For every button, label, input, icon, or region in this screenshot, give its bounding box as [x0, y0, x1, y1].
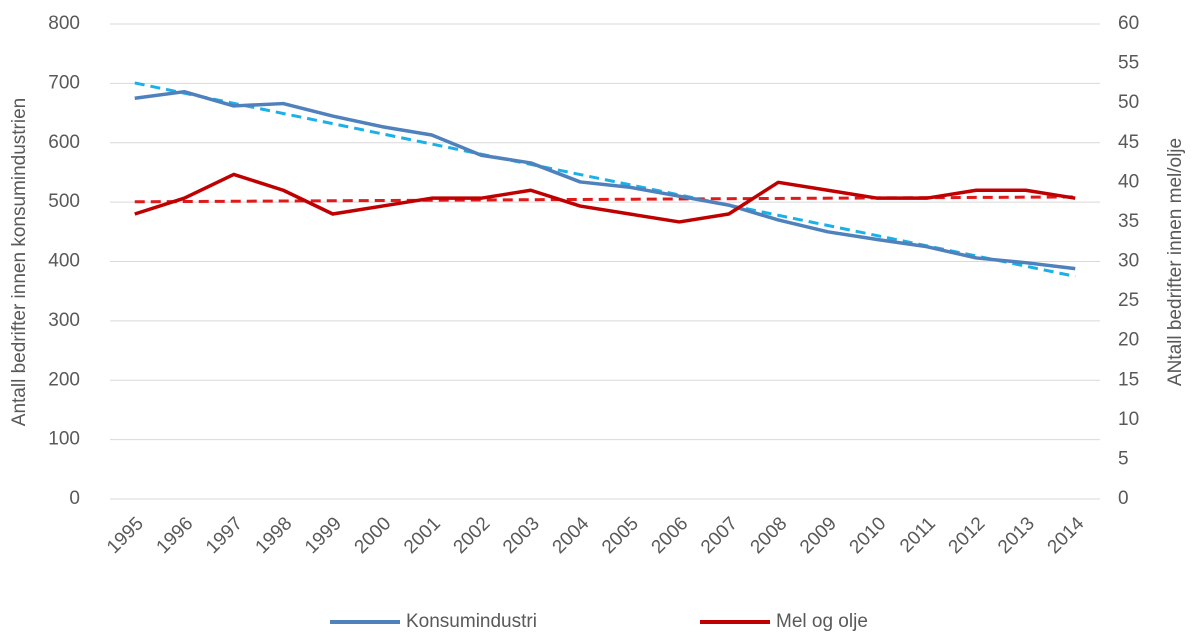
- x-tick-label: 2013: [994, 513, 1039, 558]
- y-tick-label: 100: [48, 429, 80, 450]
- y2-tick-label: 50: [1118, 92, 1139, 113]
- x-tick-label: 2001: [400, 513, 445, 558]
- x-tick-label: 1996: [153, 513, 198, 558]
- y2-tick-label: 5: [1118, 448, 1129, 469]
- y-tick-label: 0: [69, 488, 80, 509]
- y-tick-label: 400: [48, 251, 80, 272]
- y2-tick-label: 0: [1118, 488, 1129, 509]
- y2-tick-label: 30: [1118, 251, 1139, 272]
- y2-axis-title: ANtall bedrifter innen mel/olje: [1165, 138, 1186, 386]
- x-tick-label: 2003: [499, 513, 544, 558]
- series-line: [134, 89, 1076, 271]
- x-tick-label: 2009: [796, 513, 841, 558]
- x-tick-label: 2004: [549, 513, 594, 558]
- trendline: [134, 195, 1076, 204]
- legend-label: Konsumindustri: [406, 611, 537, 632]
- y-tick-label: 800: [48, 13, 80, 34]
- y-tick-label: 500: [48, 191, 80, 212]
- x-tick-label: 2014: [1044, 513, 1089, 558]
- x-tick-label: 2008: [747, 513, 792, 558]
- x-tick-label: 2012: [945, 513, 990, 558]
- y2-tick-label: 55: [1118, 53, 1139, 74]
- y-tick-label: 200: [48, 369, 80, 390]
- x-tick-label: 2010: [846, 513, 891, 558]
- x-tick-label: 2000: [351, 513, 396, 558]
- x-tick-label: 2007: [697, 513, 742, 558]
- y2-tick-label: 25: [1118, 290, 1139, 311]
- x-tick-label: 2006: [648, 513, 693, 558]
- y-axis-title: Antall bedrifter innen konsumindustrien: [9, 98, 30, 426]
- series-line: [134, 172, 1076, 224]
- y2-tick-label: 60: [1118, 13, 1139, 34]
- x-tick-label: 1998: [252, 513, 297, 558]
- x-tick-label: 2011: [896, 513, 940, 557]
- x-tick-label: 1995: [103, 513, 148, 558]
- y2-tick-label: 20: [1118, 330, 1139, 351]
- y2-tick-label: 40: [1118, 171, 1139, 192]
- y-tick-label: 300: [48, 310, 80, 331]
- x-tick-label: 2002: [450, 513, 495, 558]
- x-tick-label: 2005: [598, 513, 643, 558]
- y2-tick-label: 35: [1118, 211, 1139, 232]
- y2-tick-label: 10: [1118, 409, 1139, 430]
- y-tick-label: 600: [48, 132, 80, 153]
- y2-tick-label: 45: [1118, 132, 1139, 153]
- x-tick-label: 1997: [202, 513, 247, 558]
- y2-tick-label: 15: [1118, 369, 1139, 390]
- y-tick-label: 700: [48, 72, 80, 93]
- legend-label: Mel og olje: [776, 611, 868, 632]
- x-tick-label: 1999: [301, 513, 346, 558]
